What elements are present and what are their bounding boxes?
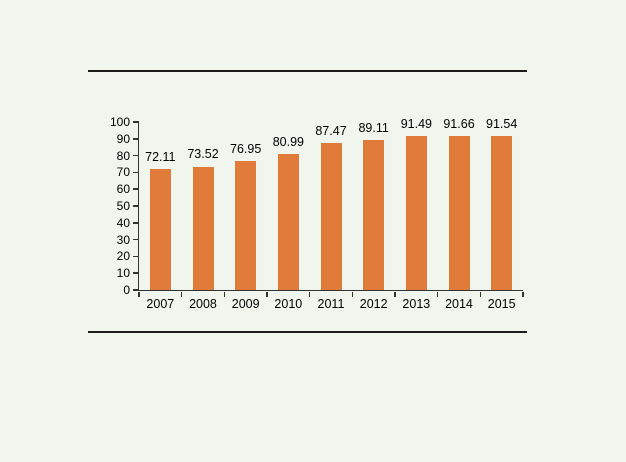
x-axis-tick xyxy=(138,292,140,297)
x-axis-category-label: 2014 xyxy=(445,297,473,311)
y-axis-tick-label: 70 xyxy=(116,165,130,180)
y-axis-tick xyxy=(133,171,139,174)
x-axis-tick xyxy=(180,292,183,297)
x-axis-tick xyxy=(351,292,354,297)
y-axis-tick xyxy=(133,138,139,140)
x-axis-category-label: 2015 xyxy=(487,297,516,311)
x-axis-category-label: 2012 xyxy=(359,297,388,311)
bottom-divider-line xyxy=(88,331,527,333)
x-axis-category-label: 2007 xyxy=(146,297,175,311)
y-axis-tick xyxy=(133,188,139,190)
y-axis-tick-label: 20 xyxy=(116,249,130,264)
bar-value-label: 72.11 xyxy=(145,149,176,164)
y-axis-tick-label: 50 xyxy=(116,199,130,213)
y-axis-tick xyxy=(133,121,139,123)
bar xyxy=(192,166,214,290)
x-axis-category-label: 2013 xyxy=(402,297,431,311)
bar-value-label: 73.52 xyxy=(187,147,219,162)
x-axis-category-label: 2011 xyxy=(317,297,345,311)
y-axis-tick xyxy=(133,205,139,207)
bar-value-label: 91.49 xyxy=(400,117,432,132)
y-axis-tick xyxy=(133,238,139,241)
x-axis-category-label: 2010 xyxy=(274,297,303,311)
x-axis-tick xyxy=(266,292,268,297)
y-axis-tick xyxy=(133,222,139,224)
bar-value-label: 80.99 xyxy=(272,134,304,149)
y-axis-tick xyxy=(133,289,139,291)
y-axis-tick xyxy=(133,272,139,274)
bar xyxy=(405,136,427,290)
bar xyxy=(277,153,299,290)
bar xyxy=(491,136,513,290)
x-axis-category-label: 2008 xyxy=(189,297,217,311)
bar-value-label: 87.47 xyxy=(315,124,347,139)
x-axis-tick xyxy=(394,292,396,297)
x-axis-category-label: 2009 xyxy=(231,297,260,311)
bar xyxy=(320,143,342,290)
y-axis-tick xyxy=(133,255,139,258)
bar xyxy=(235,160,257,290)
y-axis-tick-label: 10 xyxy=(116,266,130,281)
y-axis-tick-label: 60 xyxy=(116,182,130,197)
y-axis-tick-label: 40 xyxy=(116,215,130,230)
x-axis-tick xyxy=(522,292,524,297)
bar-value-label: 89.11 xyxy=(358,121,389,136)
y-axis-tick-label: 80 xyxy=(116,148,130,163)
bar-value-label: 91.66 xyxy=(443,117,475,132)
x-axis-tick xyxy=(223,292,226,297)
x-axis-tick xyxy=(479,292,482,297)
y-axis-tick-label: 30 xyxy=(116,232,130,247)
top-divider-line xyxy=(88,70,527,72)
y-axis-tick-label: 90 xyxy=(116,131,130,146)
y-axis-tick-label: 100 xyxy=(109,115,130,129)
bar xyxy=(448,136,470,290)
x-axis-tick xyxy=(308,292,311,297)
y-axis-tick-label: 0 xyxy=(123,283,130,297)
bar-value-label: 91.54 xyxy=(486,117,518,132)
x-axis-tick xyxy=(436,292,439,297)
bar xyxy=(363,140,385,290)
y-axis-tick xyxy=(133,154,139,157)
plot-area: 0 10 20 30 40 50 60 70 80 90 100 72.11 2007 73.52 2008… xyxy=(110,116,524,311)
bar xyxy=(149,168,171,290)
bar-value-label: 76.95 xyxy=(230,141,262,156)
